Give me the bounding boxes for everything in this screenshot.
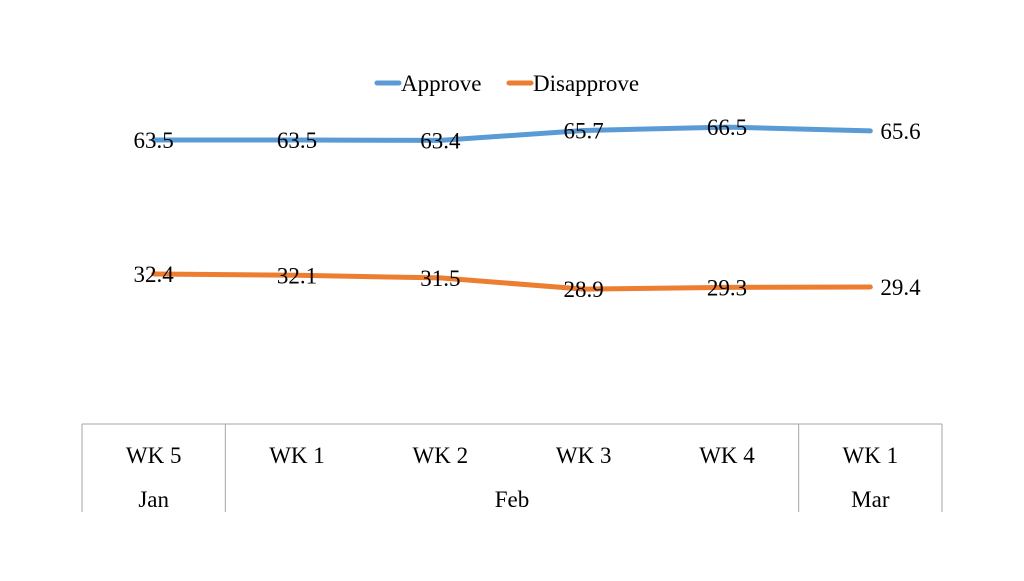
data-label-approve: 63.5	[134, 128, 174, 153]
x-tick-label: WK 2	[413, 443, 469, 468]
data-label-approve: 63.5	[277, 128, 317, 153]
series-line-disapprove	[151, 271, 873, 292]
data-label-disapprove: 32.4	[134, 262, 175, 287]
data-label-disapprove: 29.3	[707, 275, 747, 300]
x-tick-label: WK 1	[843, 443, 899, 468]
data-label-approve: 65.6	[880, 119, 920, 144]
x-group-label: Jan	[138, 487, 169, 512]
x-tick-label: WK 4	[699, 443, 755, 468]
data-label-approve: 65.7	[564, 119, 604, 144]
data-label-disapprove: 32.1	[277, 263, 317, 288]
x-tick-label: WK 1	[269, 443, 325, 468]
data-label-disapprove: 28.9	[564, 277, 604, 302]
x-tick-label: WK 5	[126, 443, 182, 468]
data-label-approve: 63.4	[420, 128, 461, 153]
data-label-disapprove: 29.4	[880, 275, 921, 300]
legend-label-approve: Approve	[401, 71, 481, 96]
x-group-label: Feb	[495, 487, 530, 512]
data-label-disapprove: 31.5	[420, 266, 460, 291]
x-group-label: Mar	[851, 487, 890, 512]
data-label-approve: 66.5	[707, 115, 747, 140]
x-tick-label: WK 3	[556, 443, 612, 468]
legend-label-disapprove: Disapprove	[533, 71, 639, 96]
series-line-approve	[151, 124, 873, 143]
